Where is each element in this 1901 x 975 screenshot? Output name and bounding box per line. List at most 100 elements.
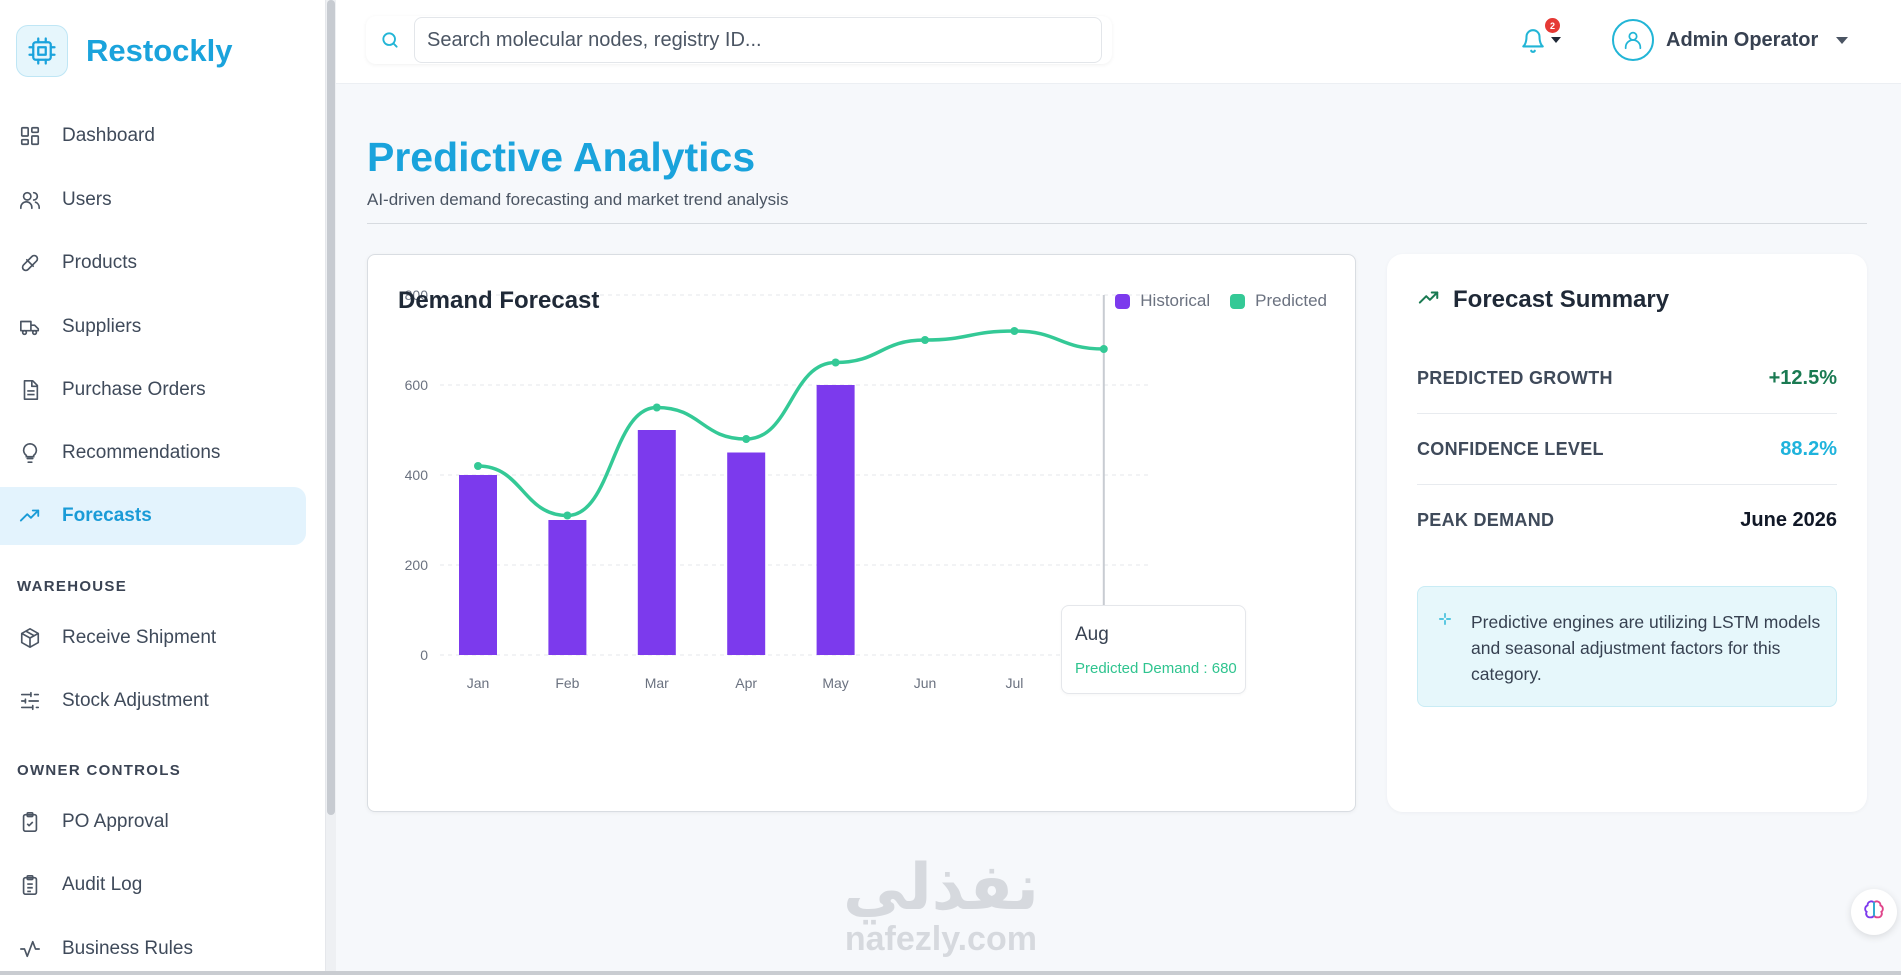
legend-predicted[interactable]: Predicted	[1230, 291, 1327, 311]
sidebar-scrollbar[interactable]	[326, 0, 336, 975]
legend-swatch	[1115, 293, 1131, 309]
demand-forecast-chart[interactable]: 0 200 400 600 800 Jan Feb Mar Apr May Jun Jul Aug	[368, 255, 1357, 813]
sidebar-item-business-rules[interactable]: Business Rules	[0, 920, 306, 975]
sidebar-item-purchase-orders[interactable]: Purchase Orders	[0, 361, 306, 419]
chevron-down-icon	[1836, 36, 1849, 44]
sidebar-item-label: Purchase Orders	[62, 379, 206, 400]
sidebar-item-label: Receive Shipment	[62, 627, 217, 648]
chart-legend: Historical Predicted	[1095, 291, 1327, 311]
sidebar-item-stock-adjustment[interactable]: Stock Adjustment	[0, 672, 306, 730]
sidebar-item-suppliers[interactable]: Suppliers	[0, 298, 306, 356]
sidebar-item-label: Products	[62, 252, 137, 273]
pill-icon	[16, 249, 44, 277]
predicted-point-aug	[1099, 345, 1108, 353]
truck-icon	[16, 313, 44, 341]
grid-icon	[16, 122, 44, 150]
sparkle-icon	[1438, 612, 1452, 631]
x-tick-label: Jul	[1005, 675, 1023, 691]
x-tick-label: Jun	[914, 675, 937, 691]
ai-assistant-button[interactable]	[1851, 889, 1897, 935]
trend-up-icon	[16, 502, 44, 530]
search-box	[366, 16, 1112, 64]
chevron-down-icon	[1551, 37, 1561, 43]
sidebar-item-label: Audit Log	[62, 874, 143, 895]
user-name: Admin Operator	[1666, 28, 1819, 51]
metric-label: PEAK DEMAND	[1417, 510, 1555, 530]
clipboard-list-icon	[16, 871, 44, 899]
forecast-summary-card: Forecast Summary PREDICTED GROWTH +12.5%…	[1387, 254, 1867, 812]
search-input[interactable]	[414, 17, 1102, 63]
sidebar-item-label: Stock Adjustment	[62, 690, 209, 711]
user-menu[interactable]: Admin Operator	[1612, 18, 1849, 62]
section-label-warehouse: WAREHOUSE	[17, 578, 128, 595]
sidebar-item-recommendations[interactable]: Recommendations	[0, 424, 306, 482]
chart-tooltip: Aug Predicted Demand : 680	[1061, 605, 1246, 694]
bottom-edge	[0, 971, 1901, 975]
bar-mar	[637, 430, 676, 655]
sidebar-item-label: Users	[62, 189, 112, 210]
chip-icon	[16, 25, 68, 77]
sidebar-item-dashboard[interactable]: Dashboard	[0, 107, 306, 165]
x-tick-label: Jan	[467, 675, 490, 691]
metric-label: PREDICTED GROWTH	[1417, 367, 1613, 388]
sidebar-item-label: Forecasts	[62, 505, 152, 526]
sliders-icon	[16, 687, 44, 715]
lightbulb-icon	[16, 439, 44, 467]
watermark: نفذلي nafezly.com	[843, 856, 1039, 956]
predicted-point-jan	[474, 462, 482, 470]
info-note: Predictive engines are utilizing LSTM mo…	[1417, 586, 1837, 707]
sidebar-item-po-approval[interactable]: PO Approval	[0, 793, 306, 851]
legend-historical[interactable]: Historical	[1115, 291, 1210, 311]
legend-swatch	[1230, 293, 1246, 309]
demand-forecast-card: 0 200 400 600 800 Jan Feb Mar Apr May Jun Jul Aug De…	[367, 254, 1356, 812]
y-tick-label: 600	[405, 377, 429, 393]
plot-area: 0 200 400 600 800 Jan Feb Mar Apr May Jun Jul Aug	[405, 287, 1151, 691]
brand-name: Restockly	[86, 33, 233, 68]
sidebar-item-audit-log[interactable]: Audit Log	[0, 856, 306, 914]
sidebar-item-label: Suppliers	[62, 316, 142, 337]
x-tick-label: Feb	[555, 675, 579, 691]
predicted-point-jul	[1010, 327, 1019, 335]
sidebar-item-receive-shipment[interactable]: Receive Shipment	[0, 609, 306, 667]
predicted-point-apr	[742, 435, 751, 443]
bar-feb	[548, 520, 587, 655]
tooltip-title: Aug	[1075, 624, 1109, 645]
summary-title: Forecast Summary	[1453, 286, 1670, 313]
activity-icon	[16, 935, 44, 963]
watermark-latin: nafezly.com	[844, 920, 1037, 958]
section-label-owner-controls: OWNER CONTROLS	[17, 762, 182, 779]
metric-predicted-growth: PREDICTED GROWTH +12.5%	[1417, 343, 1837, 414]
metric-value: 88.2%	[1780, 437, 1837, 460]
predicted-line	[476, 329, 1106, 518]
y-tick-label: 0	[420, 647, 428, 663]
y-tick-label: 800	[405, 287, 429, 303]
topbar: 2 Admin Operator	[336, 0, 1901, 84]
legend-label: Historical	[1140, 291, 1211, 310]
brain-icon	[1862, 899, 1886, 926]
predicted-point-jun	[921, 336, 929, 344]
x-tick-label: May	[822, 675, 848, 691]
file-icon	[16, 376, 44, 404]
notification-badge: 2	[1545, 18, 1560, 33]
sidebar-item-label: Business Rules	[62, 938, 193, 959]
bell-icon	[1520, 28, 1546, 59]
brand[interactable]: Restockly	[16, 25, 232, 77]
sidebar-item-label: PO Approval	[62, 811, 169, 832]
bar-jan	[459, 475, 497, 655]
sidebar-item-forecasts[interactable]: Forecasts	[0, 487, 306, 545]
bar-apr	[727, 452, 766, 655]
divider	[367, 223, 1867, 224]
summary-header: Forecast Summary	[1417, 286, 1669, 314]
notifications-button[interactable]: 2	[1520, 18, 1566, 60]
page-subtitle: AI-driven demand forecasting and market …	[367, 190, 789, 209]
scrollbar-thumb[interactable]	[327, 0, 335, 815]
sidebar-item-products[interactable]: Products	[0, 234, 306, 292]
y-tick-label: 200	[405, 557, 429, 573]
metric-value: June 2026	[1740, 509, 1837, 531]
metric-value: +12.5%	[1768, 366, 1837, 389]
sidebar: Restockly Dashboard Users Products Suppl…	[0, 0, 326, 975]
x-tick-label: Apr	[735, 675, 757, 691]
chart-title: Demand Forecast	[398, 287, 600, 314]
clipboard-check-icon	[16, 808, 44, 836]
sidebar-item-users[interactable]: Users	[0, 171, 306, 229]
